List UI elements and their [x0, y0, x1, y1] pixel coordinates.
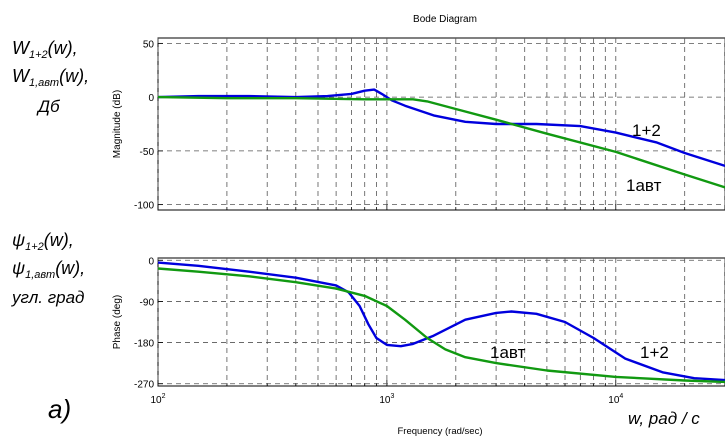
y-tick-label: -270	[134, 380, 154, 391]
y-tick-label: -180	[134, 339, 154, 350]
series-line-1avt	[157, 267, 725, 384]
x-unit-note: w, рад / c	[628, 409, 700, 428]
series-line-1avt	[157, 95, 725, 189]
series-annotation: 1авт	[490, 343, 526, 362]
phase-axes: 0 -90 -180 -270 Phase (deg) 1авт 1+2 102 103 104	[112, 256, 725, 406]
x-tick-label: 104	[608, 393, 623, 406]
series-line-1-2	[157, 261, 725, 382]
magnitude-axes: 50 0 -50 -100 Magnitude (dB) 1+2 1авт	[112, 37, 725, 212]
left-label-psi12: ψ1+2(w),	[12, 230, 74, 253]
left-labels-phase: ψ1+2(w), ψ1,авт(w), угл. град	[11, 230, 85, 307]
x-axis-label: Frequency (rad/sec)	[397, 426, 482, 437]
series-line-1-2	[157, 88, 725, 168]
left-label-ugl-grad: угл. град	[11, 288, 84, 307]
y-axis-label: Phase (deg)	[112, 295, 123, 349]
y-tick-label: 0	[148, 93, 154, 104]
x-tick-label: 103	[379, 393, 394, 406]
y-tick-label: -90	[140, 297, 155, 308]
left-label-psi1avt: ψ1,авт(w),	[12, 258, 85, 281]
series-annotation: 1+2	[640, 343, 669, 362]
y-tick-label: 50	[143, 39, 155, 50]
left-label-w12: W1+2(w),	[12, 38, 78, 61]
left-label-db: Дб	[36, 97, 61, 116]
left-labels-magnitude: W1+2(w), W1,авт(w), Дб	[12, 38, 89, 116]
plot-frame	[157, 257, 725, 387]
plot-frame	[157, 37, 725, 211]
left-label-w1avt: W1,авт(w),	[12, 66, 89, 89]
y-tick-label: 0	[148, 256, 154, 267]
y-axis-label: Magnitude (dB)	[112, 90, 123, 158]
y-tick-label: -100	[134, 201, 154, 212]
chart-title: Bode Diagram	[413, 14, 477, 25]
panel-marker: a)	[48, 394, 71, 424]
series-annotation: 1авт	[626, 176, 662, 195]
y-tick-label: -50	[140, 147, 155, 158]
x-tick-label: 102	[150, 393, 165, 406]
series-annotation: 1+2	[632, 121, 661, 140]
